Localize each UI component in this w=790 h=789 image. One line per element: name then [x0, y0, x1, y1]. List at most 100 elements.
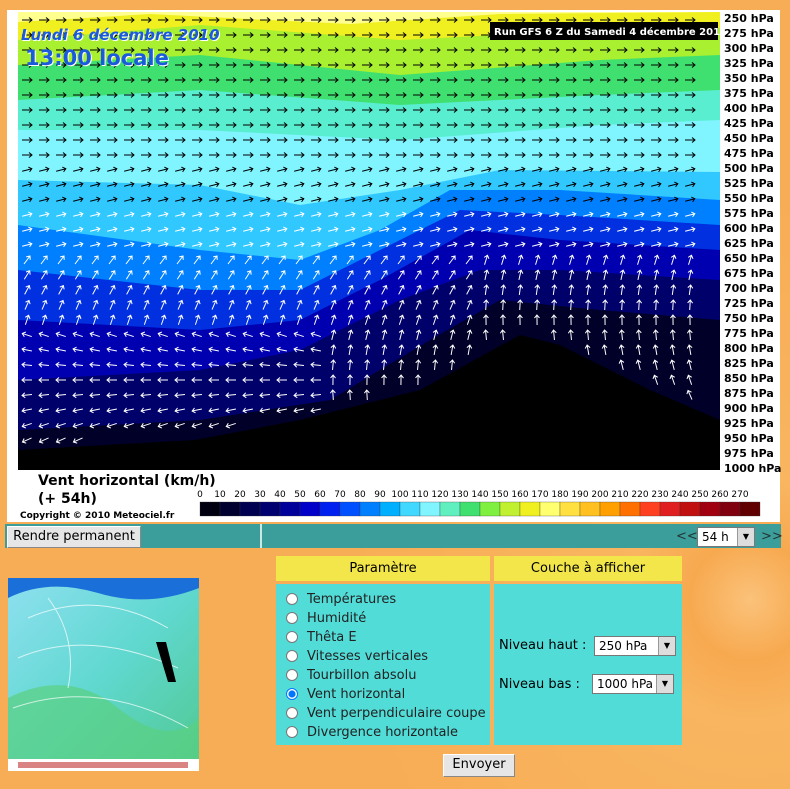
option-radio[interactable]	[286, 669, 298, 681]
wind-arrow	[310, 346, 321, 353]
wind-arrow	[515, 47, 526, 53]
wind-arrow	[294, 181, 305, 188]
wind-arrow	[617, 107, 628, 113]
wind-arrow	[534, 299, 541, 311]
level-label: 375 hPa	[724, 87, 774, 100]
option-radio[interactable]	[286, 631, 298, 643]
option-radio[interactable]	[286, 726, 298, 738]
wind-arrow	[208, 361, 220, 368]
wind-arrow	[549, 122, 560, 128]
wind-arrow	[293, 377, 304, 383]
permanent-button[interactable]: Rendre permanent	[7, 526, 141, 548]
wind-arrow	[72, 407, 83, 414]
wind-arrow	[431, 255, 439, 265]
scale-label: 100	[391, 490, 408, 500]
wind-arrow	[362, 166, 373, 173]
scale-label: 0	[197, 490, 203, 500]
wind-arrow	[498, 137, 509, 143]
wind-arrow	[685, 137, 696, 143]
option-label[interactable]: Humidité	[307, 611, 367, 626]
wind-arrow	[177, 299, 184, 310]
wind-arrow	[73, 181, 84, 188]
wind-arrow	[141, 241, 152, 248]
wind-arrow	[466, 299, 473, 310]
wind-arrow	[328, 226, 339, 233]
bottom-level-select[interactable]: 1000 hPa ▼	[592, 674, 674, 694]
option-radio[interactable]	[286, 593, 298, 605]
wind-arrow	[55, 377, 66, 383]
option-label[interactable]: Divergence horizontale	[307, 725, 459, 740]
option-radio[interactable]	[286, 650, 298, 662]
wind-arrow	[447, 62, 458, 68]
wind-arrow	[379, 152, 390, 158]
wind-arrow	[465, 270, 473, 280]
wind-arrow	[379, 77, 390, 83]
wind-arrow	[276, 392, 288, 399]
wind-arrow	[194, 284, 201, 295]
wind-arrow	[669, 329, 676, 341]
wind-arrow	[55, 437, 66, 444]
wind-arrow	[618, 359, 625, 370]
wind-arrow	[226, 137, 237, 143]
wind-arrow	[243, 241, 254, 248]
wind-arrow	[243, 122, 254, 128]
wind-arrow	[106, 361, 118, 368]
wind-arrow	[345, 137, 356, 143]
wind-arrow	[617, 62, 628, 68]
wind-arrow	[108, 270, 116, 280]
level-label: 975 hPa	[724, 447, 774, 460]
option-label[interactable]: Thêta E	[307, 630, 357, 645]
lead-select[interactable]: 54 h ▼	[697, 527, 755, 547]
wind-arrow	[175, 181, 186, 188]
top-level-select[interactable]: 250 hPa ▼	[594, 636, 676, 656]
level-label: 400 hPa	[724, 102, 774, 115]
wind-arrow	[432, 329, 439, 340]
option-radio[interactable]	[286, 707, 298, 719]
date: Lundi 6 décembre 2010	[21, 26, 220, 44]
wind-arrow	[260, 181, 271, 188]
select-arrow: ▼	[737, 528, 754, 546]
wind-arrow	[208, 422, 219, 429]
wind-arrow	[73, 241, 84, 248]
wind-arrow	[75, 299, 82, 310]
option-label[interactable]: Vent perpendiculaire coupe	[307, 706, 486, 721]
wind-arrow	[328, 152, 339, 158]
prev-link[interactable]: <<	[676, 529, 698, 544]
thumbnail-map[interactable]	[8, 578, 199, 771]
scale-swatch	[439, 501, 461, 517]
wind-arrow	[566, 107, 577, 113]
wind-arrow	[106, 422, 117, 429]
wind-arrow	[498, 122, 509, 128]
option-label[interactable]: Températures	[307, 592, 397, 607]
scale-label: 200	[591, 490, 608, 500]
level-label: 625 hPa	[724, 237, 774, 250]
option-label[interactable]: Vent horizontal	[307, 687, 406, 702]
wind-arrow	[175, 47, 186, 53]
wind-arrow	[107, 166, 118, 173]
wind-arrow	[226, 47, 237, 53]
scale-swatch	[599, 501, 621, 517]
next-link[interactable]: >>	[761, 529, 783, 544]
wind-arrow	[90, 181, 101, 188]
wind-arrow	[364, 359, 371, 371]
wind-arrow	[174, 377, 185, 383]
wind-arrow	[56, 62, 67, 68]
wind-arrow	[22, 241, 33, 248]
wind-arrow	[328, 241, 339, 248]
wind-arrow	[448, 270, 456, 280]
wind-arrow	[329, 255, 337, 265]
option-radio[interactable]	[286, 612, 298, 624]
option-label[interactable]: Tourbillon absolu	[307, 668, 417, 683]
wind-arrow	[568, 284, 575, 296]
wind-arrow	[686, 359, 693, 370]
submit-button[interactable]: Envoyer	[443, 754, 515, 777]
wind-arrow	[211, 284, 218, 295]
wind-arrow	[532, 137, 543, 143]
wind-arrow	[141, 122, 152, 128]
wind-arrow	[583, 181, 594, 188]
wind-arrow	[242, 331, 253, 338]
wind-arrow	[668, 47, 679, 53]
option-label[interactable]: Vitesses verticales	[307, 649, 429, 664]
wind-arrow	[22, 92, 33, 98]
option-radio[interactable]	[286, 688, 298, 700]
